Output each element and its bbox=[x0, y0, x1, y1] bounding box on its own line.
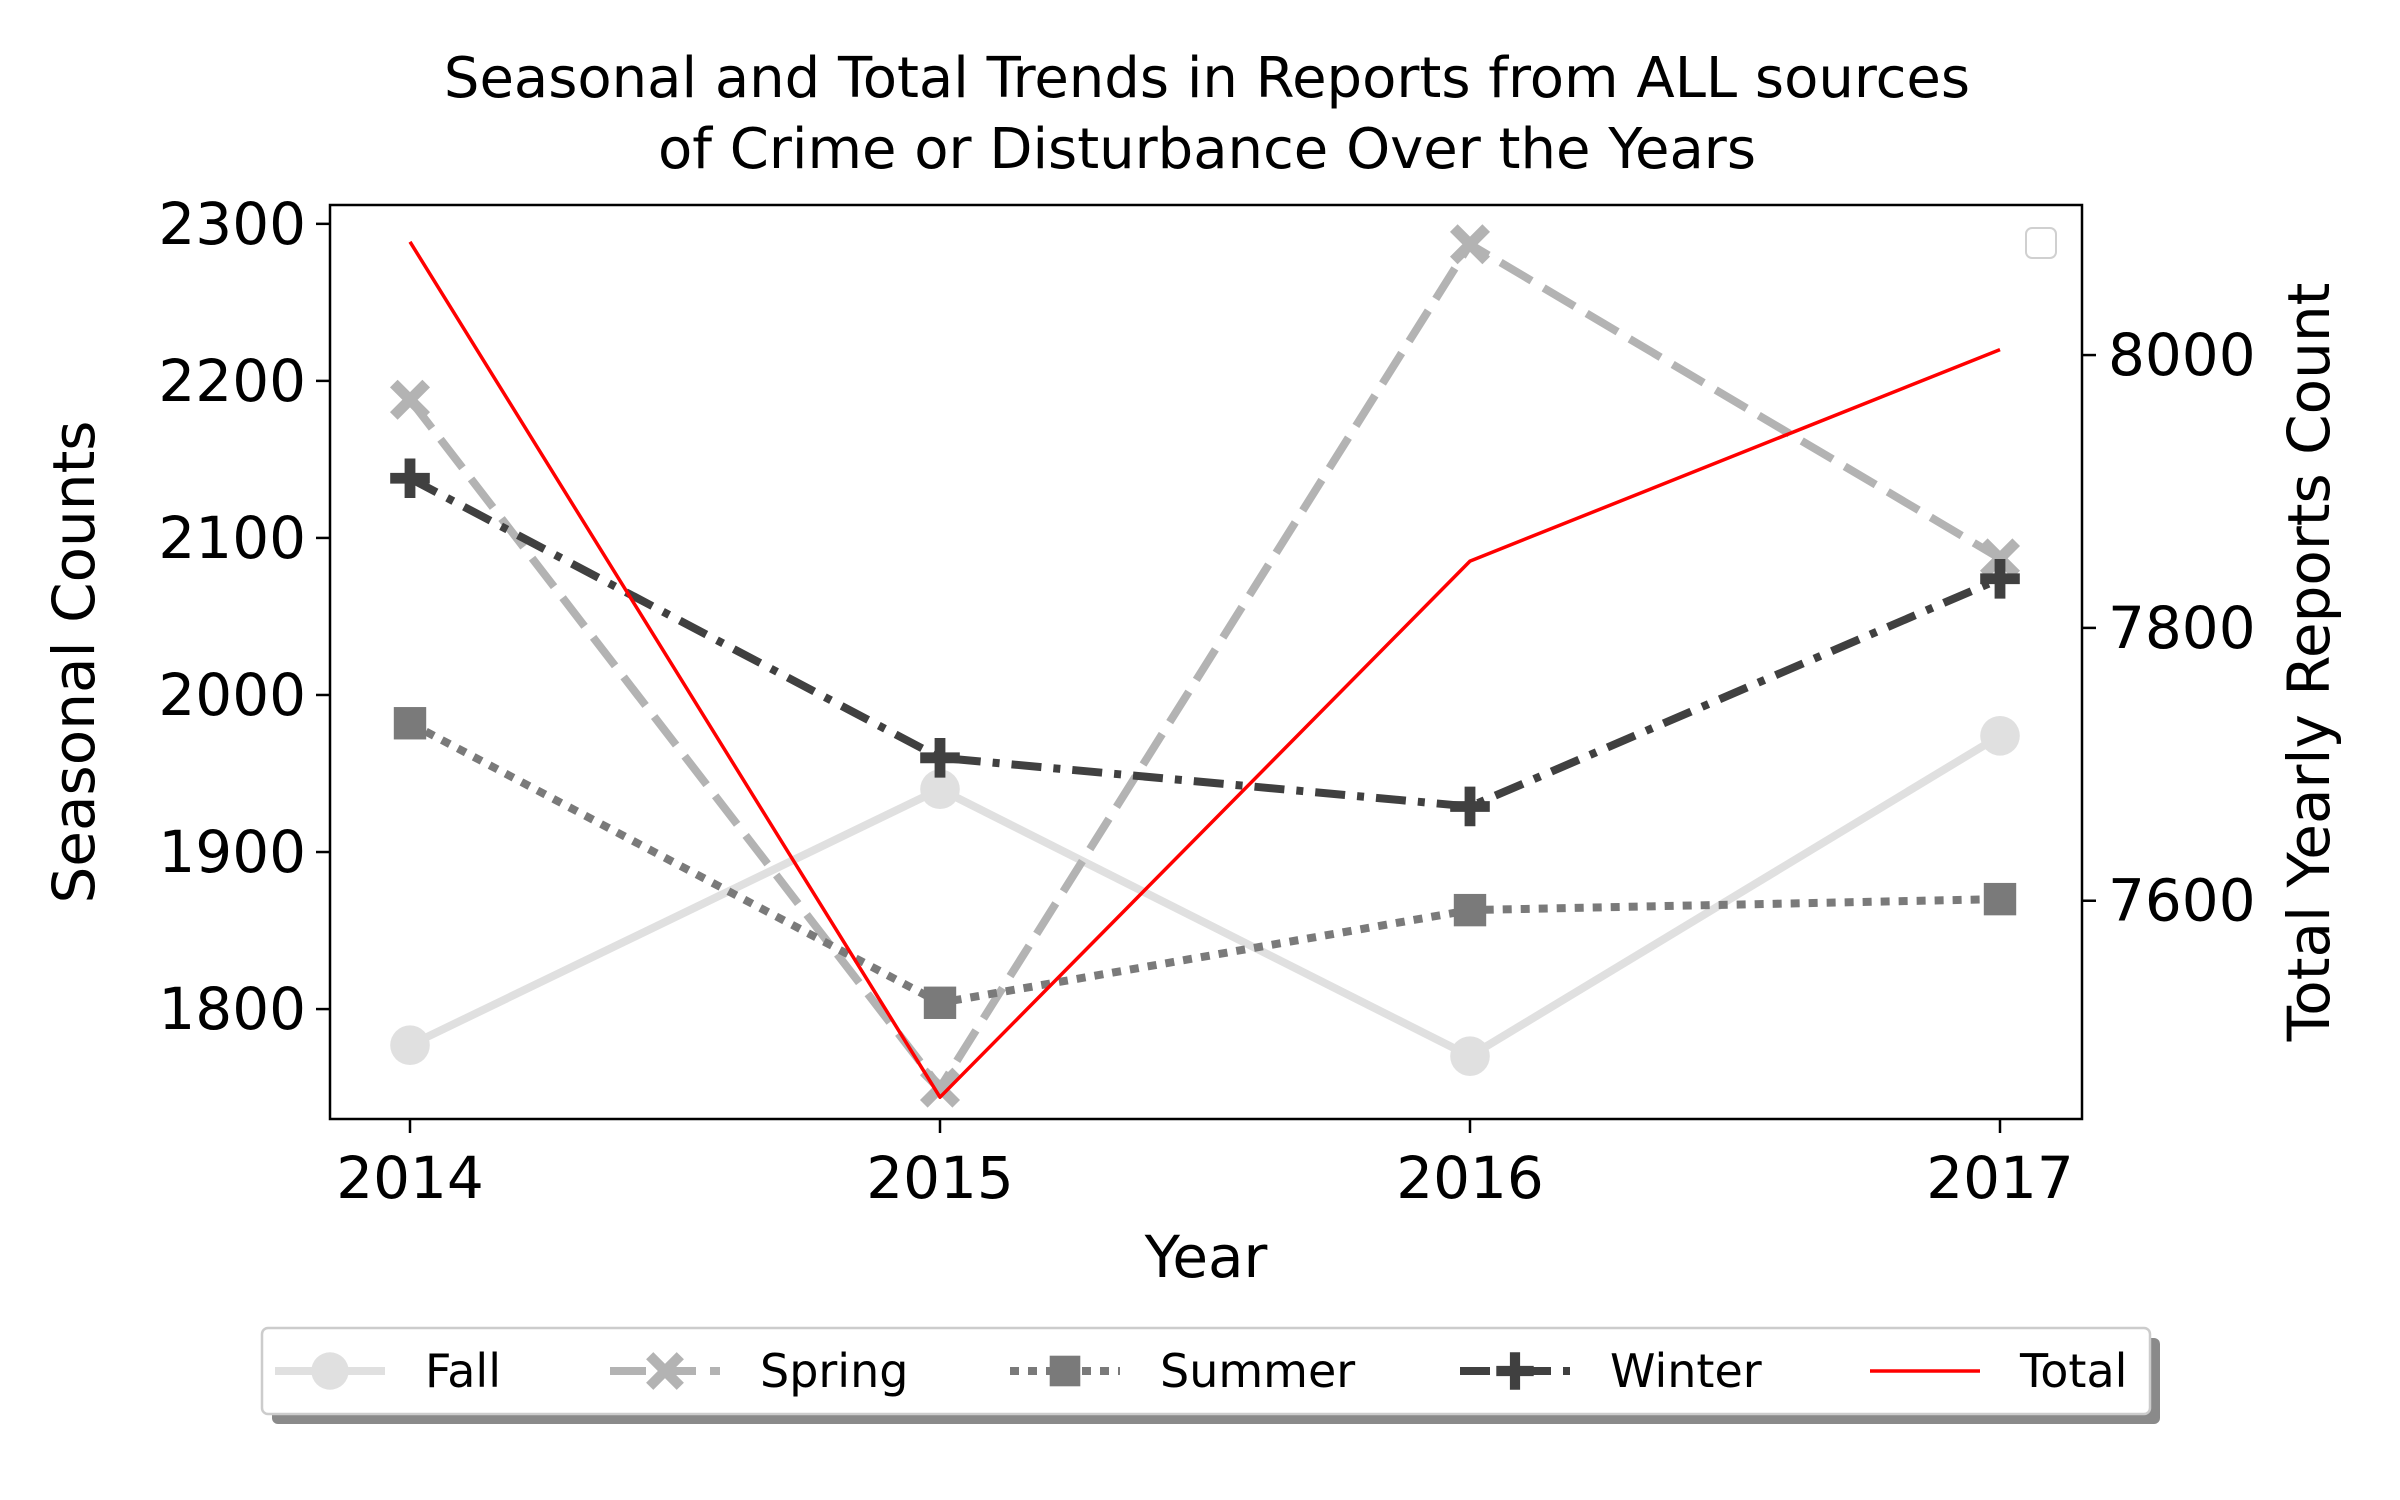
series-line-total bbox=[408, 240, 2001, 1099]
series-total bbox=[408, 240, 2001, 1099]
y-left-tick-label-1900: 1900 bbox=[158, 818, 306, 886]
x-axis-label: Year bbox=[1144, 1223, 1268, 1291]
y-axis-left-label: Seasonal Counts bbox=[40, 420, 108, 903]
legend-label-winter: Winter bbox=[1610, 1344, 1762, 1398]
series-summer bbox=[393, 707, 2017, 1019]
legend-item-summer: Summer bbox=[1010, 1344, 1355, 1398]
point-winter-2015 bbox=[920, 737, 960, 778]
point-fall-2014 bbox=[390, 1025, 430, 1065]
series-line-fall bbox=[408, 732, 2003, 1061]
y-left-tick-label-2300: 2300 bbox=[158, 190, 306, 258]
point-spring-2014 bbox=[389, 379, 431, 420]
legend-item-fall: Fall bbox=[275, 1344, 501, 1398]
legend-item-spring: Spring bbox=[610, 1344, 908, 1398]
legend-marker-spring bbox=[646, 1352, 684, 1390]
point-fall-2015 bbox=[920, 769, 960, 810]
legend-items: Fall Spring Summer Winter Total bbox=[275, 1344, 2127, 1398]
axes-layer: 2014 2015 2016 2017 1800 1900 2000 2100 2200 2300… bbox=[158, 190, 2255, 1212]
y-right-tick-label-8000: 8000 bbox=[2108, 321, 2256, 389]
legend: Fall Spring Summer Winter Total bbox=[260, 1326, 2160, 1424]
x-tick-label-2015: 2015 bbox=[866, 1144, 1014, 1212]
point-winter-2016 bbox=[1450, 786, 1490, 827]
legend-marker-summer bbox=[1049, 1355, 1081, 1387]
x-tick-label-2017: 2017 bbox=[1926, 1144, 2074, 1212]
y-left-tick-label-1800: 1800 bbox=[158, 975, 306, 1043]
legend-label-summer: Summer bbox=[1160, 1344, 1355, 1398]
legend-box-empty bbox=[2025, 227, 2057, 259]
x-tick-label-2014: 2014 bbox=[336, 1144, 484, 1212]
y-left-tick-label-2100: 2100 bbox=[158, 504, 306, 572]
point-spring-2016 bbox=[1449, 224, 1491, 265]
series-winter bbox=[390, 458, 2020, 827]
y-left-tick-label-2000: 2000 bbox=[158, 661, 306, 729]
chart-title-line2: of Crime or Disturbance Over the Years bbox=[658, 117, 1756, 182]
point-fall-2017 bbox=[1980, 716, 2020, 756]
legend-marker-fall bbox=[311, 1352, 349, 1390]
legend-label-total: Total bbox=[2019, 1344, 2127, 1398]
point-winter-2017 bbox=[1980, 558, 2020, 599]
legend-label-spring: Spring bbox=[760, 1344, 908, 1398]
chart-title-line1: Seasonal and Total Trends in Reports fro… bbox=[444, 46, 1970, 111]
point-fall-2016 bbox=[1450, 1036, 1490, 1076]
point-spring-2017 bbox=[1979, 538, 2021, 579]
point-summer-2015 bbox=[923, 986, 957, 1019]
point-summer-2017 bbox=[1983, 882, 2017, 916]
point-winter-2014 bbox=[390, 458, 430, 499]
y-axis-right-label: Total Yearly Reports Count bbox=[2275, 283, 2343, 1043]
plot-frame bbox=[328, 203, 2084, 1121]
y-left-tick-label-2200: 2200 bbox=[158, 347, 306, 415]
series-line-spring bbox=[406, 240, 2003, 1092]
x-tick-label-2016: 2016 bbox=[1396, 1144, 1544, 1212]
legend-item-winter: Winter bbox=[1460, 1344, 1762, 1398]
legend-marker-winter bbox=[1496, 1352, 1534, 1390]
series-line-summer bbox=[408, 719, 2001, 1007]
point-summer-2016 bbox=[1453, 893, 1487, 927]
y-right-tick-label-7800: 7800 bbox=[2108, 594, 2256, 662]
series-spring bbox=[389, 224, 2021, 1108]
y-right-tick-label-7600: 7600 bbox=[2108, 867, 2256, 935]
series-line-winter bbox=[408, 474, 2002, 811]
series-layer bbox=[389, 224, 2021, 1108]
legend-item-total: Total bbox=[1870, 1344, 2127, 1398]
legend-frame bbox=[260, 1326, 2152, 1416]
series-fall bbox=[390, 716, 2020, 1076]
legend-label-fall: Fall bbox=[425, 1344, 501, 1398]
point-summer-2014 bbox=[393, 707, 427, 740]
